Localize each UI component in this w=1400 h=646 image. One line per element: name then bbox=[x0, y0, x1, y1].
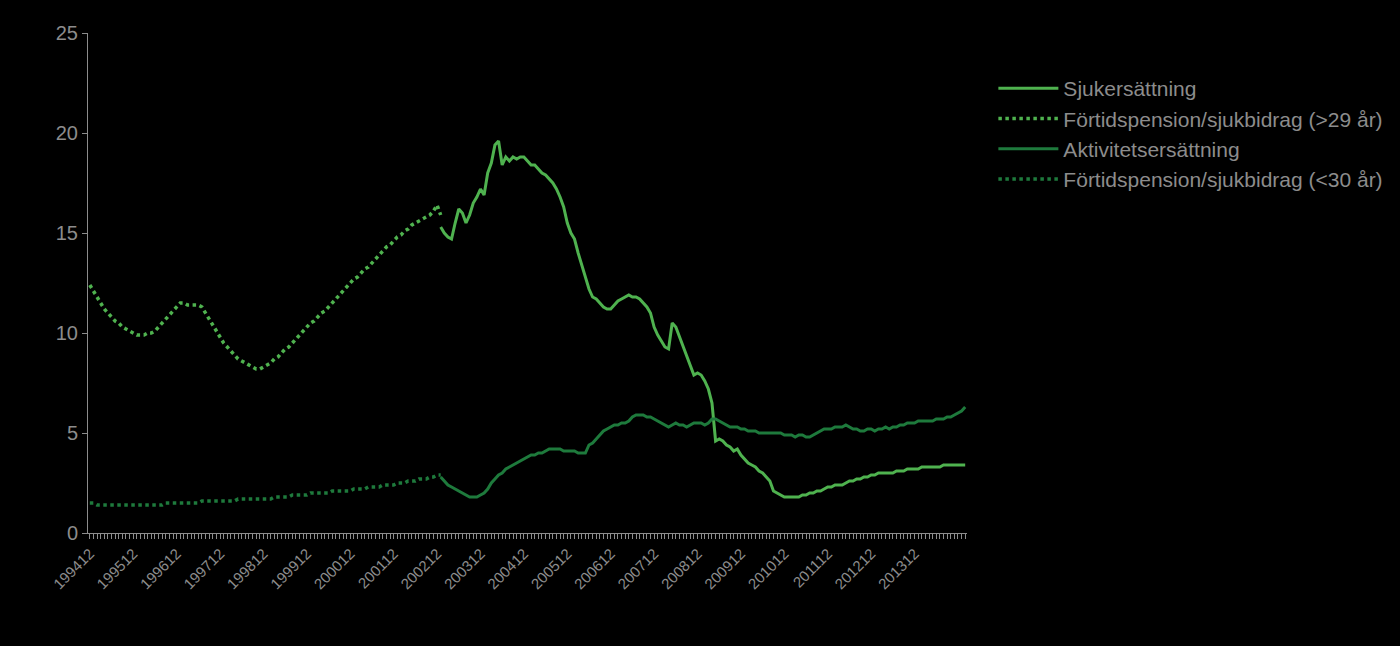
svg-text:201112: 201112 bbox=[789, 545, 835, 591]
svg-text:199912: 199912 bbox=[267, 545, 314, 592]
svg-text:199612: 199612 bbox=[137, 545, 184, 592]
svg-text:15: 15 bbox=[56, 222, 78, 244]
svg-text:5: 5 bbox=[67, 422, 78, 444]
svg-text:200412: 200412 bbox=[484, 545, 531, 592]
svg-text:200912: 200912 bbox=[701, 545, 748, 592]
svg-text:200812: 200812 bbox=[658, 545, 705, 592]
svg-text:200312: 200312 bbox=[440, 545, 487, 592]
svg-text:0: 0 bbox=[67, 522, 78, 544]
svg-text:200512: 200512 bbox=[527, 545, 574, 592]
svg-text:199412: 199412 bbox=[50, 545, 97, 592]
svg-text:10: 10 bbox=[56, 322, 78, 344]
svg-text:199512: 199512 bbox=[93, 545, 140, 592]
svg-text:199712: 199712 bbox=[180, 545, 227, 592]
svg-text:Förtidspension/sjukbidrag (<30: Förtidspension/sjukbidrag (<30 år) bbox=[1063, 168, 1382, 191]
svg-text:20: 20 bbox=[56, 122, 78, 144]
svg-text:199812: 199812 bbox=[223, 545, 270, 592]
svg-text:200712: 200712 bbox=[614, 545, 661, 592]
svg-text:201212: 201212 bbox=[831, 545, 878, 592]
svg-text:Sjukersättning: Sjukersättning bbox=[1063, 77, 1196, 100]
svg-text:200012: 200012 bbox=[310, 545, 357, 592]
svg-text:200212: 200212 bbox=[397, 545, 444, 592]
svg-text:200112: 200112 bbox=[354, 545, 401, 592]
svg-text:Förtidspension/sjukbidrag (>29: Förtidspension/sjukbidrag (>29 år) bbox=[1063, 108, 1382, 131]
svg-text:25: 25 bbox=[56, 22, 78, 44]
svg-text:200612: 200612 bbox=[571, 545, 618, 592]
svg-text:201312: 201312 bbox=[875, 545, 922, 592]
svg-text:201012: 201012 bbox=[744, 545, 791, 592]
svg-text:Aktivitetsersättning: Aktivitetsersättning bbox=[1063, 138, 1239, 161]
